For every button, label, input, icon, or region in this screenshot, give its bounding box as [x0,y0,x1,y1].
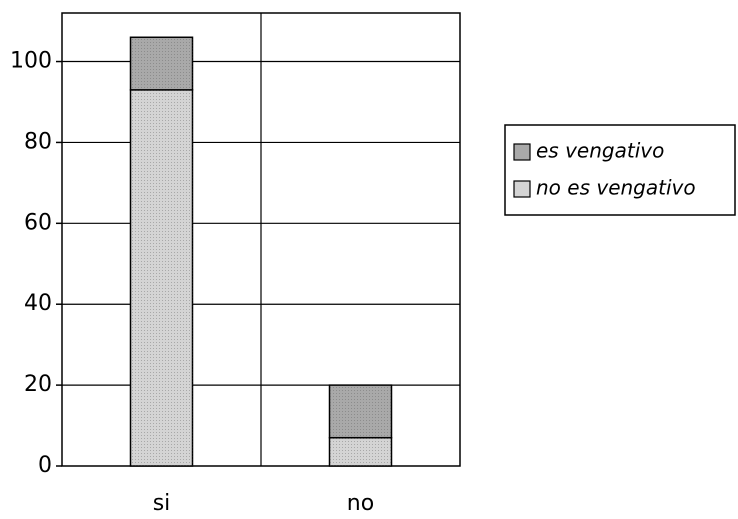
legend-label: no es vengativo [536,176,696,200]
y-tick-label: 0 [38,453,52,478]
legend-box [504,124,736,216]
legend-swatch [513,180,531,198]
legend-swatch [513,143,531,161]
x-tick-label: no [347,491,374,516]
x-tick-label: si [153,491,171,516]
bar-texture [329,385,392,438]
y-tick-label: 40 [24,291,52,316]
y-tick-label: 60 [24,210,52,235]
y-tick-label: 20 [24,372,52,397]
legend: es vengativo no es vengativo [504,124,736,216]
bar-texture [130,89,193,467]
y-tick-label: 80 [24,129,52,154]
bar-texture [329,437,392,466]
legend-label: es vengativo [536,139,664,163]
y-tick-label: 100 [10,49,52,74]
bar-texture [130,37,193,90]
